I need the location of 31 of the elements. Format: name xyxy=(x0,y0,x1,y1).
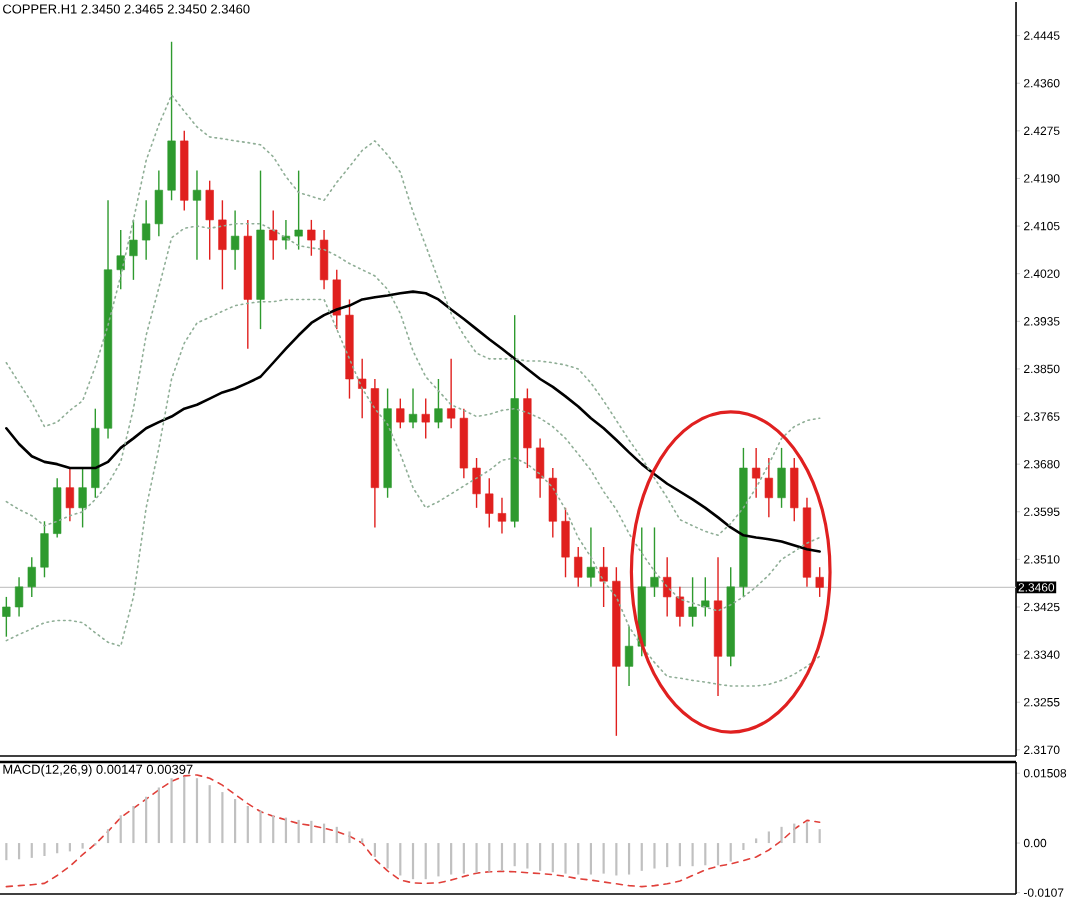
candlestick xyxy=(777,447,786,509)
candlestick xyxy=(230,209,240,271)
candlestick xyxy=(205,179,214,261)
candlestick xyxy=(192,169,202,261)
candlestick xyxy=(40,520,49,578)
candlestick xyxy=(586,526,596,588)
candlestick xyxy=(574,546,583,588)
candlestick xyxy=(599,546,608,608)
candlestick xyxy=(129,219,138,281)
candlestick xyxy=(497,497,507,535)
candlestick xyxy=(790,457,799,522)
candlestick xyxy=(650,526,659,598)
candlestick xyxy=(408,387,418,429)
candlestick xyxy=(218,199,227,291)
candlestick xyxy=(434,378,443,429)
candlestick xyxy=(688,576,697,628)
candlestick xyxy=(116,229,125,291)
candlestick xyxy=(815,566,824,598)
candlestick xyxy=(78,467,87,529)
candlestick xyxy=(485,477,494,529)
candlestick xyxy=(396,397,405,429)
candlestick xyxy=(2,596,11,638)
candlestick xyxy=(269,209,278,261)
candlestick xyxy=(472,457,481,509)
candlestick xyxy=(421,397,430,440)
candlestick xyxy=(53,477,62,539)
candlestick xyxy=(65,467,75,522)
candlestick xyxy=(294,169,303,251)
candlestick xyxy=(701,576,710,618)
candlestick xyxy=(307,219,316,257)
candlestick xyxy=(561,507,570,578)
